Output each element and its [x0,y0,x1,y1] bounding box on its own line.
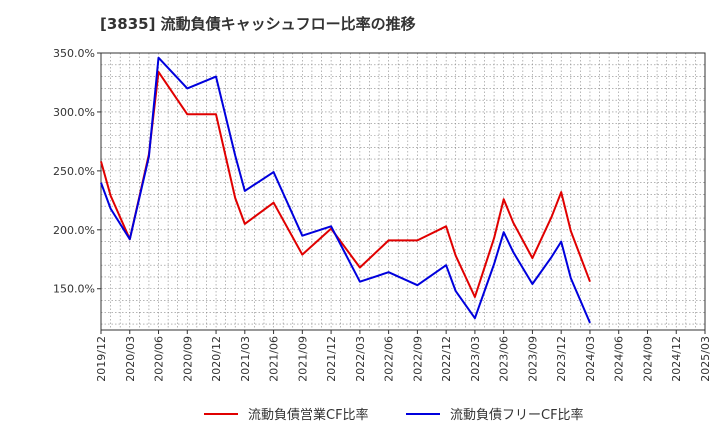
series-line-1 [100,70,591,298]
x-tick-label: 2022/06 [383,336,396,382]
x-tick-label: 2022/09 [411,336,424,382]
x-tick-label: 2019/12 [95,336,108,382]
plot-frame [100,52,706,331]
x-tick-label: 2020/03 [124,336,137,382]
x-tick-label: 2025/03 [699,336,712,382]
legend-item-free-cf: 流動負債フリーCF比率 [406,404,584,423]
x-tick-label: 2020/06 [153,336,166,382]
x-tick-label: 2024/06 [613,336,626,382]
x-tick-label: 2020/12 [210,336,223,382]
chart-title: [3835] 流動負債キャッシュフロー比率の推移 [100,15,416,33]
y-tick-label: 350.0% [53,47,95,60]
legend-swatch-free-cf [406,412,440,415]
legend-label-operating-cf: 流動負債営業CF比率 [248,408,369,423]
x-tick-label: 2021/06 [268,336,281,382]
legend-swatch-operating-cf [204,412,238,415]
legend-item-operating-cf: 流動負債営業CF比率 [204,404,369,423]
x-tick-label: 2024/12 [670,336,683,382]
y-tick-label: 250.0% [53,165,95,178]
x-tick-label: 2023/12 [555,336,568,382]
x-tick-label: 2023/09 [526,336,539,382]
y-tick-label: 200.0% [53,224,95,237]
x-tick-label: 2023/03 [469,336,482,382]
legend: 流動負債営業CF比率 流動負債フリーCF比率 [0,404,720,428]
legend-label-free-cf: 流動負債フリーCF比率 [450,408,584,423]
x-tick-label: 2021/09 [296,336,309,382]
x-tick-label: 2024/03 [584,336,597,382]
x-tick-label: 2022/12 [440,336,453,382]
chart-svg: 150.0% 200.0% 250.0% 300.0% 350.0% 2019/12 202… [53,47,712,382]
series-line-2 [100,56,591,324]
x-tick-label: 2020/09 [181,336,194,382]
x-tick-label: 2022/03 [354,336,367,382]
plot-area [101,53,705,330]
x-tick-label: 2021/03 [239,336,252,382]
y-tick-label: 300.0% [53,106,95,119]
y-tick-label: 150.0% [53,283,95,296]
x-tick-label: 2023/06 [498,336,511,382]
x-tick-label: 2021/12 [325,336,338,382]
x-tick-label: 2024/09 [641,336,654,382]
